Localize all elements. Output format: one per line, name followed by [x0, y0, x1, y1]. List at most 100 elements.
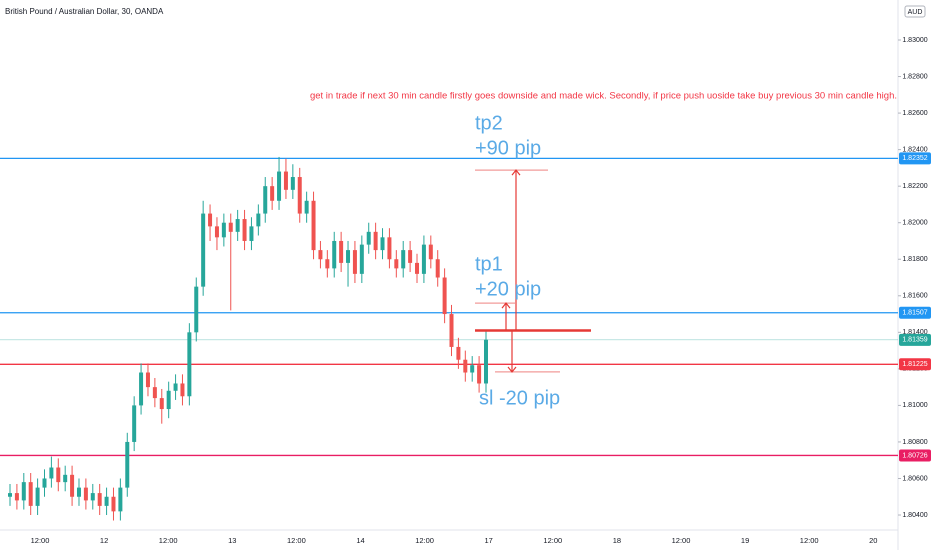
y-tick-label: 1.80800	[902, 439, 927, 446]
x-tick-label: 18	[613, 536, 621, 545]
chart-title: British Pound / Australian Dollar, 30, O…	[5, 7, 164, 16]
candle-body	[132, 405, 137, 442]
y-tick-label: 1.81600	[902, 293, 927, 300]
currency-label: AUD	[908, 9, 923, 16]
tp2-label: tp2	[475, 112, 503, 134]
candle-body	[139, 372, 144, 406]
candle-body	[304, 200, 309, 214]
candle-body	[428, 244, 433, 260]
price-level-tag-label: 1.80726	[902, 452, 927, 459]
candle-body	[228, 222, 233, 232]
candle-body	[221, 222, 226, 238]
x-tick-label: 12	[100, 536, 108, 545]
x-tick-label: 12:00	[287, 536, 306, 545]
candle-body	[346, 250, 351, 263]
candle-body	[401, 250, 406, 269]
candle-body	[70, 474, 75, 497]
candle-body	[435, 259, 440, 278]
candle-body	[311, 200, 316, 251]
candle-body	[63, 474, 68, 483]
price-level-tag	[899, 333, 931, 346]
candle-body	[180, 383, 185, 397]
candle-body	[173, 383, 178, 391]
tp1-pips: +20 pip	[475, 278, 541, 300]
tp1-label: tp1	[475, 253, 503, 275]
candle-body	[352, 250, 357, 274]
candle-body	[118, 487, 123, 512]
candle-body	[14, 493, 19, 501]
y-tick-label: 1.82400	[902, 146, 927, 153]
candle-body	[90, 493, 95, 501]
price-level-tag-label: 1.82352	[902, 155, 927, 162]
candle-body	[201, 213, 206, 287]
price-level-tag	[899, 152, 931, 165]
candle-body	[235, 219, 240, 232]
candle-body	[152, 387, 157, 399]
candle-body	[318, 250, 323, 260]
candle-body	[408, 250, 413, 263]
candle-body	[277, 171, 282, 201]
x-tick-label: 12:00	[543, 536, 562, 545]
currency-box	[904, 5, 926, 18]
y-tick-label: 1.82200	[902, 183, 927, 190]
x-tick-label: 14	[356, 536, 364, 545]
candle-body	[484, 339, 488, 384]
candle-body	[56, 467, 61, 483]
x-tick-label: 20	[869, 536, 877, 545]
x-tick-label: 13	[228, 536, 236, 545]
y-tick-label: 1.83000	[902, 37, 927, 44]
candle-body	[159, 398, 164, 410]
candle-body	[104, 496, 109, 506]
candle-body	[249, 226, 254, 241]
sl-label: sl -20 pip	[479, 387, 560, 409]
x-tick-label: 12:00	[800, 536, 819, 545]
y-tick-label: 1.82000	[902, 220, 927, 227]
candle-body	[42, 478, 47, 488]
x-tick-label: 19	[741, 536, 749, 545]
price-level-tag	[899, 449, 931, 462]
candle-body	[145, 372, 150, 388]
candle-body	[166, 390, 171, 410]
price-level-tag-label: 1.81507	[902, 310, 927, 317]
y-tick-label: 1.80400	[902, 512, 927, 519]
candle-body	[263, 186, 268, 214]
candle-body	[83, 487, 88, 501]
candle-body	[332, 240, 337, 269]
candle-body	[325, 259, 330, 269]
candle-body	[394, 259, 399, 269]
price-level-tag-label: 1.81359	[902, 337, 927, 344]
y-tick-label: 1.82600	[902, 110, 927, 117]
y-tick-label: 1.80600	[902, 475, 927, 482]
annotation: get in trade if next 30 min candle first…	[310, 91, 897, 102]
plot-area	[0, 0, 898, 530]
candle-body	[366, 231, 371, 245]
x-tick-label: 12:00	[672, 536, 691, 545]
candle-body	[449, 314, 454, 347]
candle-body	[214, 226, 219, 238]
candle-body	[421, 244, 426, 274]
candle-body	[8, 493, 12, 497]
candle-body	[242, 219, 247, 241]
candle-body	[339, 240, 344, 263]
candle-body	[463, 359, 468, 373]
candle-body	[49, 467, 54, 479]
x-tick-label: 12:00	[415, 536, 434, 545]
candle-body	[359, 244, 364, 274]
candle-body	[111, 496, 116, 512]
candle-body	[387, 237, 392, 260]
price-level-tag	[899, 358, 931, 371]
y-tick-label: 1.81800	[902, 256, 927, 263]
price-level-tag-label: 1.81225	[902, 361, 927, 368]
candle-body	[373, 231, 378, 251]
candle-body	[187, 332, 192, 397]
candle-body	[21, 482, 26, 501]
tp2-pips: +90 pip	[475, 137, 541, 159]
candle-body	[97, 493, 102, 506]
x-tick-label: 12:00	[31, 536, 50, 545]
y-tick-label: 1.81400	[902, 329, 927, 336]
tp1-arrow-head	[501, 302, 511, 309]
candle-body	[270, 186, 275, 201]
price-level-tag	[899, 306, 931, 319]
